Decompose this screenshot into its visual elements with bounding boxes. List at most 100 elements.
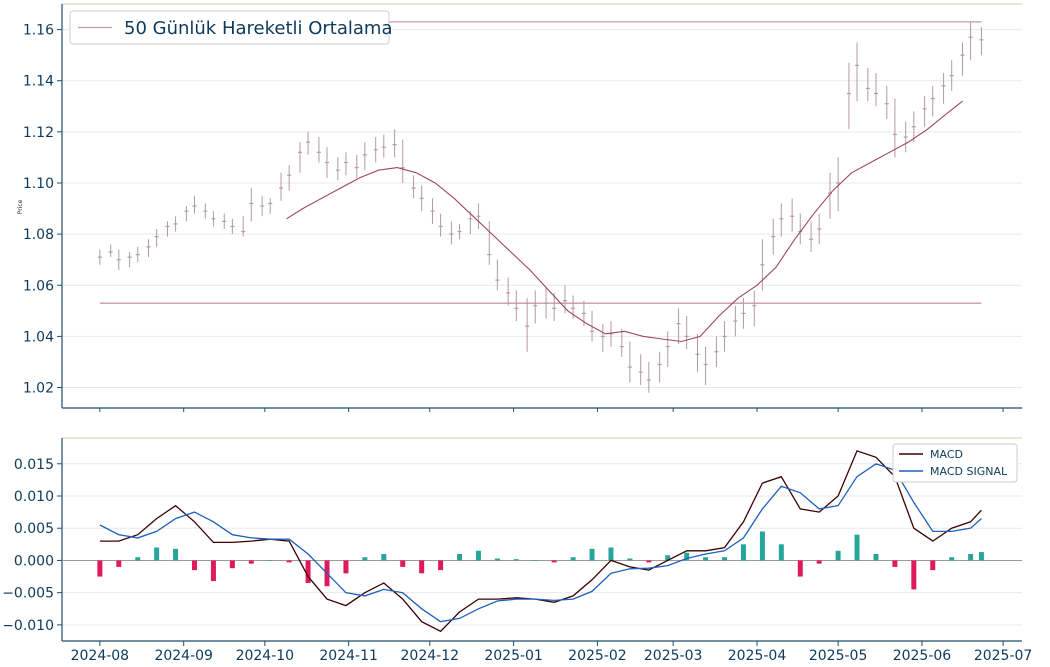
macd-tick-label: 0.000 <box>14 553 54 569</box>
candle <box>798 213 803 245</box>
candle <box>525 298 530 352</box>
histogram-bar <box>343 560 349 574</box>
histogram-bar <box>381 554 387 561</box>
candle <box>544 287 549 319</box>
histogram-bar <box>589 548 595 561</box>
histogram-bar <box>97 560 103 577</box>
price-y-ticks: 1.02 1.04 1.06 1.08 1.10 1.12 1.14 1.16 <box>23 23 1004 412</box>
candle <box>552 292 557 322</box>
histogram-bar <box>665 555 671 561</box>
candle <box>608 321 613 347</box>
candle <box>108 244 113 258</box>
histogram-bar <box>400 560 406 567</box>
candle <box>638 354 643 385</box>
candle <box>809 221 814 253</box>
candle <box>373 136 378 163</box>
histogram-bar <box>978 552 984 561</box>
candle <box>930 85 935 117</box>
histogram-bar <box>267 560 273 562</box>
price-gridlines <box>62 29 1022 389</box>
histogram-bar <box>192 560 198 571</box>
candle <box>600 323 605 352</box>
candle <box>892 98 897 158</box>
candle <box>306 131 311 155</box>
candle <box>268 198 273 214</box>
candle <box>979 27 984 56</box>
macd-x-ticks: 2024-08 2024-09 2024-10 2024-11 2024-12 2025-… <box>71 641 1033 664</box>
histogram-bar <box>722 557 728 561</box>
candle <box>922 96 927 127</box>
price-tick-label: 1.06 <box>23 278 54 294</box>
macd-legend: MACD MACD SIGNAL <box>892 443 1018 483</box>
macd-tick-label: 0.010 <box>14 489 54 505</box>
candle <box>468 211 473 235</box>
candle <box>192 195 197 214</box>
date-tick-label: 2025-07 <box>974 648 1033 663</box>
date-tick-label: 2025-03 <box>644 648 703 663</box>
candle <box>619 328 624 357</box>
histogram-bar <box>154 547 160 561</box>
candle <box>657 351 662 383</box>
histogram-bar <box>703 557 709 561</box>
macd-tick-label: −0.005 <box>2 586 54 602</box>
candle <box>911 111 916 143</box>
candle <box>817 213 822 245</box>
candle <box>495 259 500 291</box>
date-tick-label: 2024-08 <box>71 648 130 663</box>
candle <box>316 136 321 163</box>
candle <box>287 165 292 191</box>
price-tick-label: 1.16 <box>23 23 54 39</box>
candle <box>241 216 246 237</box>
date-tick-label: 2025-05 <box>809 648 868 663</box>
candle <box>855 42 860 102</box>
histogram-bar <box>684 552 690 561</box>
macd-tick-label: −0.010 <box>2 618 54 634</box>
candle <box>722 321 727 352</box>
candle <box>411 175 416 199</box>
candle <box>154 229 159 247</box>
histogram-bar <box>494 558 500 561</box>
candle <box>903 121 908 153</box>
candle <box>836 157 841 212</box>
candle <box>381 134 386 158</box>
candle <box>665 331 670 368</box>
candle <box>127 252 132 268</box>
date-tick-label: 2024-10 <box>236 648 295 663</box>
candle <box>297 142 302 173</box>
candle <box>430 198 435 224</box>
histogram-bar <box>457 554 463 561</box>
histogram-bar <box>551 560 557 563</box>
candle <box>165 221 170 237</box>
histogram-bar <box>362 557 368 561</box>
histogram-bar <box>968 554 974 561</box>
date-tick-label: 2025-01 <box>484 648 543 663</box>
candle <box>249 188 254 222</box>
price-legend-box <box>69 10 390 45</box>
candle <box>362 142 367 171</box>
histogram-bar <box>759 531 765 561</box>
histogram-bar <box>797 560 803 577</box>
candle <box>260 195 265 217</box>
candle <box>354 154 359 178</box>
candle <box>627 341 632 383</box>
price-legend: 50 Günlük Hareketli Ortalama <box>69 10 392 45</box>
candle <box>211 211 216 227</box>
candle <box>487 221 492 265</box>
candle <box>760 239 765 291</box>
candle <box>222 213 227 230</box>
macd-tick-label: 0.015 <box>14 457 54 473</box>
price-tick-label: 1.02 <box>23 381 54 397</box>
candle <box>135 246 140 263</box>
candle <box>884 85 889 120</box>
candle <box>646 361 651 393</box>
candle <box>873 73 878 107</box>
histogram-bar <box>475 550 481 561</box>
histogram-bar <box>116 560 122 567</box>
date-tick-label: 2024-12 <box>401 648 460 663</box>
candle <box>203 203 208 219</box>
histogram-bar <box>210 560 216 582</box>
histogram-bar <box>740 544 746 561</box>
candle <box>514 290 519 322</box>
candle <box>476 203 481 230</box>
